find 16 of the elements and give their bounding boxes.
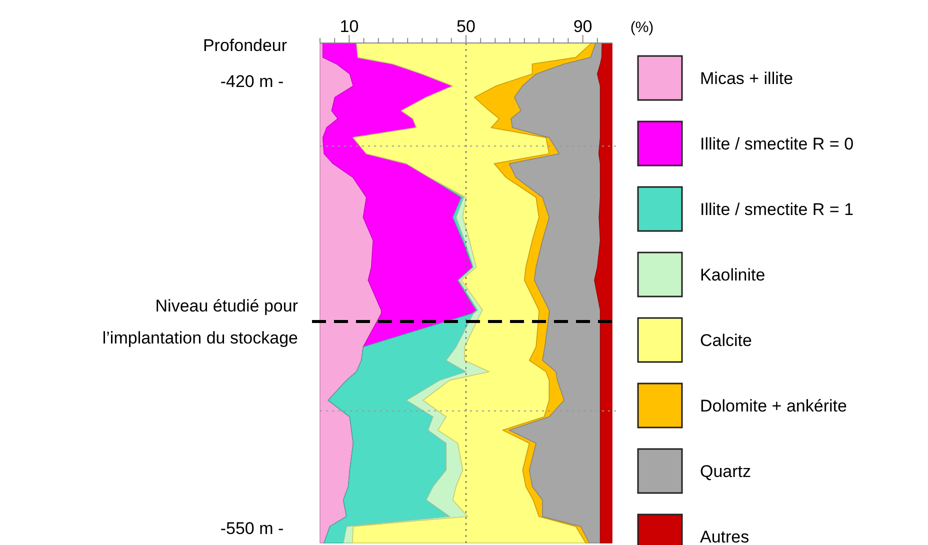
x-tick-label: 90: [573, 17, 592, 36]
y-axis-title: Profondeur: [202, 36, 288, 55]
x-tick-label: 10: [340, 17, 359, 36]
text: Micas + illite: [700, 69, 794, 88]
text: Kaolinite: [700, 266, 766, 284]
text: Illite / smectite R = 0: [700, 134, 854, 154]
ref-line-label: Niveau étudié pour l’implantation du stockage: [102, 296, 298, 348]
y-tick-label: -420 m -: [220, 72, 284, 91]
text: Calcite: [700, 331, 752, 350]
x-axis-title: (%): [630, 19, 654, 36]
y-tick-label: -550 m -: [220, 518, 284, 538]
x-tick-label: 50: [456, 17, 476, 36]
text: Dolomite + ankérite: [700, 396, 847, 416]
text: Autres: [700, 528, 750, 545]
text: Quartz: [700, 462, 752, 481]
text: Illite / smectite R = 1: [700, 200, 854, 219]
